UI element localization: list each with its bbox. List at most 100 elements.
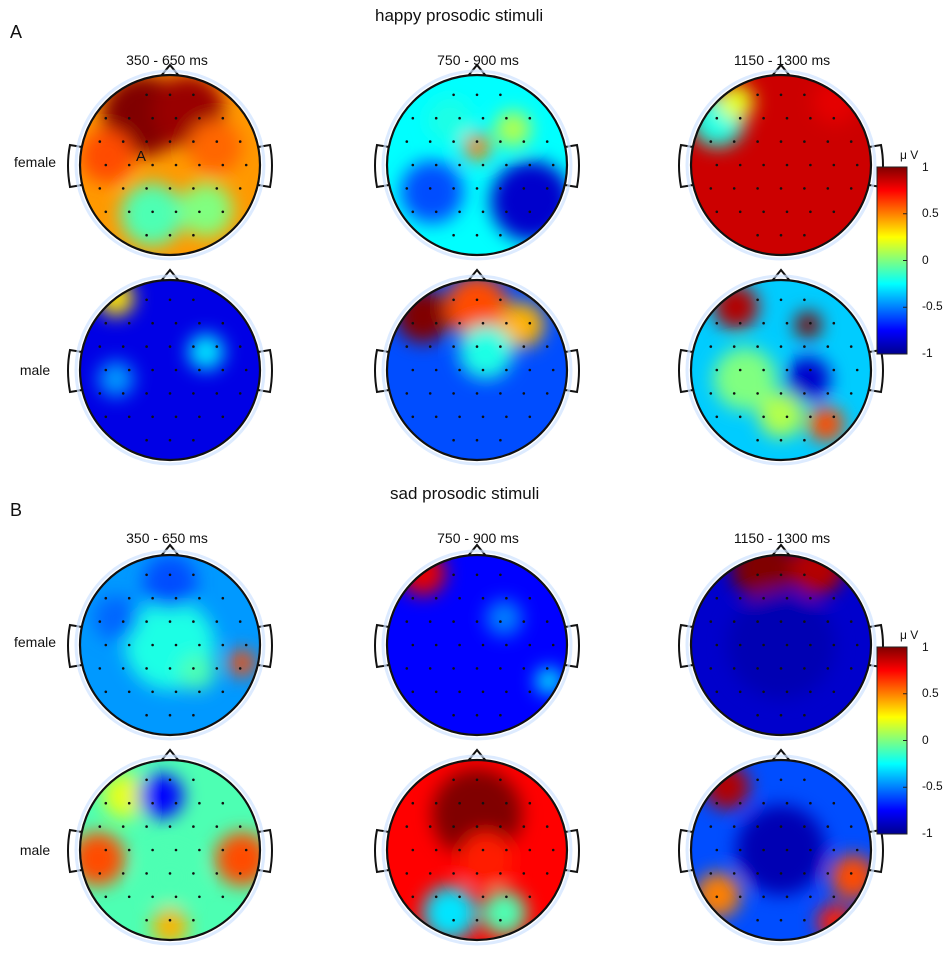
- left-ear-outline: [67, 348, 83, 394]
- colorbars: [876, 166, 908, 835]
- panel-title-b: sad prosodic stimuli: [390, 484, 540, 503]
- topomap-a-female-2: [374, 63, 580, 261]
- right-ear-outline: [257, 623, 273, 669]
- colorbar-unit-b: μ V: [900, 628, 919, 642]
- potential-region: [727, 591, 835, 699]
- topomap-b-male-3: [678, 748, 884, 946]
- row-label-female-b: female: [13, 634, 57, 650]
- electrode-dots: [98, 573, 248, 717]
- colorbar-tick-b-2: 0.5: [922, 686, 939, 700]
- potential-region: [215, 832, 260, 886]
- left-ear-outline: [678, 348, 694, 394]
- right-ear-outline: [564, 828, 580, 874]
- time-window-label-b3: 1150 - 1300 ms: [733, 530, 831, 546]
- topomap-b-female-2: [374, 543, 580, 741]
- potential-region: [459, 325, 513, 379]
- head-outline: [385, 758, 569, 942]
- potential-region: [794, 311, 822, 339]
- potential-region: [143, 555, 197, 609]
- potential-region: [138, 773, 184, 819]
- panel-letter-a: A: [10, 22, 23, 42]
- electrode-dots: [405, 298, 555, 442]
- potential-region: [179, 654, 215, 690]
- electrode-dots: [98, 778, 248, 922]
- row-label-male-b: male: [19, 842, 51, 858]
- colorbar-tick-a-1: 1: [922, 160, 929, 174]
- head-outline: [385, 73, 569, 257]
- topomap-a-male-3: [678, 268, 884, 466]
- left-ear-outline: [374, 828, 390, 874]
- electrode-annotation: A: [136, 148, 147, 165]
- row-label-male-a: male: [19, 362, 51, 378]
- potential-region: [790, 555, 844, 596]
- topomap-a-male-2: [374, 268, 580, 466]
- left-ear-outline: [374, 348, 390, 394]
- potential-region: [713, 347, 777, 411]
- left-ear-outline: [67, 143, 83, 189]
- potential-region: [463, 133, 491, 161]
- potential-region: [179, 183, 233, 237]
- electrode-dots: [98, 298, 248, 442]
- head-outline: [385, 278, 569, 462]
- time-window-label-a1: 350 - 650 ms: [126, 52, 208, 68]
- left-ear-outline: [374, 623, 390, 669]
- potential-region: [427, 97, 473, 143]
- colorbar-tick-b-5: -1: [922, 826, 933, 840]
- electrode-dots: [709, 778, 859, 922]
- right-ear-outline: [257, 828, 273, 874]
- colorbar-b: [876, 646, 908, 835]
- head-outline: [689, 758, 873, 942]
- topomap-b-male-2: [374, 748, 580, 946]
- time-window-label-a3: 1150 - 1300 ms: [733, 52, 831, 68]
- electrode-dots: [98, 93, 248, 237]
- head-outline: [78, 278, 262, 462]
- potential-region: [80, 832, 125, 886]
- potential-region: [481, 890, 527, 936]
- potential-region: [830, 854, 871, 900]
- head-outline: [689, 73, 873, 257]
- electrode-dots: [709, 573, 859, 717]
- row-label-female-a: female: [13, 154, 57, 170]
- head-outline: [689, 553, 873, 737]
- colorbar-tick-a-5: -1: [922, 346, 933, 360]
- topography-maps: [67, 63, 884, 946]
- potential-region: [188, 120, 242, 174]
- potential-region: [758, 392, 804, 438]
- head-outline: [385, 553, 569, 737]
- potential-region: [120, 183, 184, 246]
- electrode-dots: [709, 298, 859, 442]
- topomap-a-male-1: [67, 268, 273, 466]
- colorbar-tick-a-2: 0.5: [922, 206, 939, 220]
- panel-letter-b: B: [10, 500, 23, 520]
- electrode-dots: [709, 93, 859, 237]
- colorbar-tick-a-3: 0: [922, 253, 929, 267]
- electrode-dots: [405, 778, 555, 922]
- potential-region: [400, 160, 464, 224]
- right-ear-outline: [564, 348, 580, 394]
- topomap-b-male-1: [67, 748, 273, 946]
- left-ear-outline: [67, 828, 83, 874]
- panel-title-a: happy prosodic stimuli: [375, 6, 544, 25]
- topomap-base-field: [80, 280, 260, 460]
- potential-region: [228, 649, 256, 677]
- potential-region: [731, 555, 795, 600]
- potential-region: [495, 111, 531, 147]
- time-window-label-b1: 350 - 650 ms: [126, 530, 208, 546]
- left-ear-outline: [678, 623, 694, 669]
- left-ear-outline: [67, 623, 83, 669]
- potential-region: [808, 406, 844, 442]
- right-ear-outline: [257, 348, 273, 394]
- electrode-dots: [405, 93, 555, 237]
- potential-region: [152, 908, 188, 940]
- colorbar-tick-b-4: -0.5: [922, 779, 943, 793]
- colorbar-tick-b-1: 1: [922, 640, 929, 654]
- colorbar-a: [876, 166, 908, 355]
- right-ear-outline: [257, 143, 273, 189]
- topomap-b-female-1: [67, 543, 273, 741]
- electrode-dots: [405, 573, 555, 717]
- head-outline: [78, 758, 262, 942]
- right-ear-outline: [564, 143, 580, 189]
- potential-region: [98, 361, 134, 397]
- topomap-a-female-1: [67, 63, 273, 261]
